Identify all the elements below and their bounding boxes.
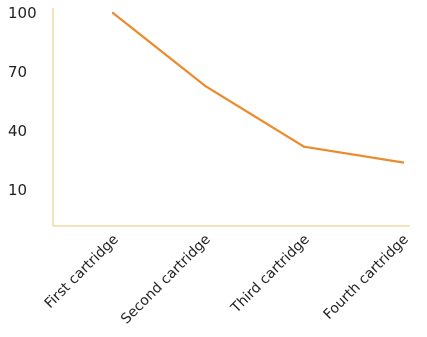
- y-tick-label: 70: [8, 63, 27, 81]
- x-tick-label: Second cartridge: [118, 232, 214, 328]
- x-tick-label: Fourth cartridge: [321, 232, 412, 323]
- data-point: [111, 11, 115, 15]
- series-layer: [111, 11, 405, 164]
- axes: [52, 8, 410, 227]
- data-point: [203, 84, 207, 87]
- data-point: [302, 145, 306, 148]
- y-tick-labels: 100 70 40 10: [8, 4, 37, 199]
- y-tick-label: 40: [8, 122, 27, 140]
- x-tick-label: First cartridge: [42, 232, 122, 312]
- y-tick-label: 100: [8, 4, 37, 22]
- data-point: [401, 161, 405, 164]
- y-tick-label: 10: [8, 181, 27, 199]
- x-tick-label: Third cartridge: [227, 232, 312, 317]
- series-line-1: [111, 11, 405, 164]
